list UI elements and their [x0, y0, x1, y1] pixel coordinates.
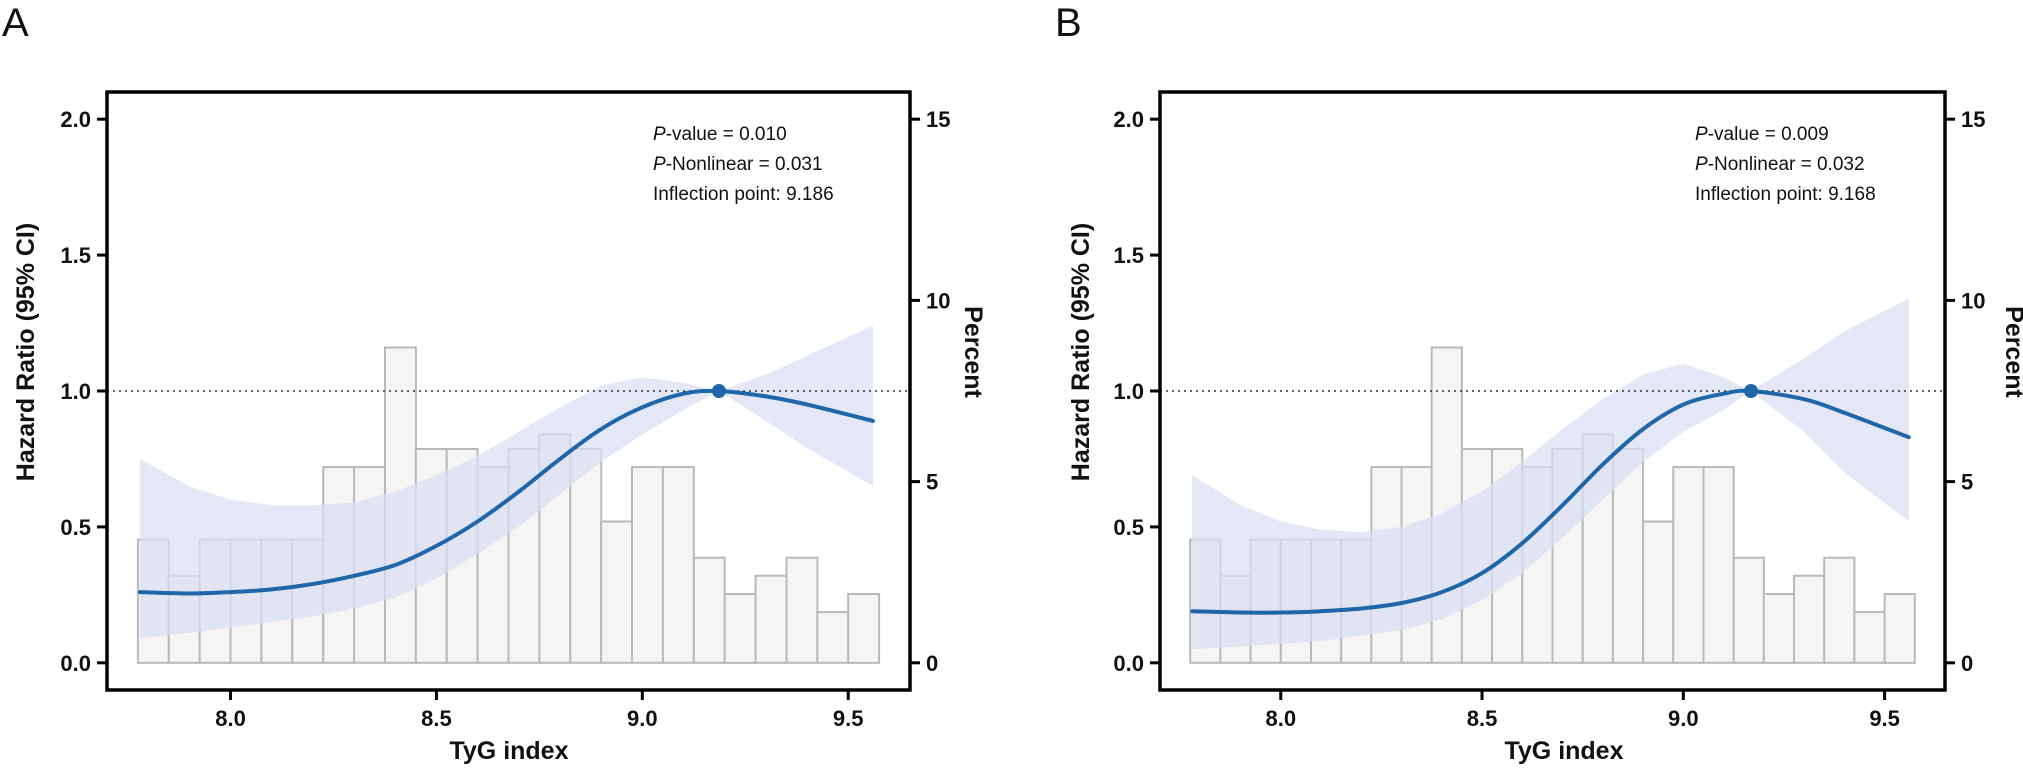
panel-a-hist-bar [631, 466, 664, 664]
panel-a-x-tick-label: 8.0 [215, 706, 246, 731]
panel-a-plot: 0.0 0.5 1.0 1.5 2.0 0 5 10 15 8.0 8.5 9.0 9.5 [60, 90, 950, 731]
panel-a-x-axis-title: TyG index [449, 737, 568, 765]
panel-a-letter: A [2, 1, 29, 45]
panel-b-y-tick-label: 2.0 [1113, 107, 1144, 132]
panel-a-hist-bar [692, 556, 726, 664]
panel-b-stat-pvalue: P-value = 0.009 [1695, 124, 1829, 145]
panel-b-y2-axis-title: Percent [2000, 306, 2023, 398]
panel-b-hist-bar [1883, 593, 1916, 664]
panel-b-hist-bar [1642, 520, 1675, 664]
panel-b-y2-tick-label: 0 [1961, 651, 1973, 676]
panel-a-hist-bar [661, 466, 695, 664]
panel-a-hist-bar [785, 556, 819, 664]
panel-a-y2-axis-title: Percent [959, 306, 987, 398]
panel-a-hist-bar [754, 574, 788, 664]
panel-a-x-tick-label: 9.0 [627, 706, 658, 731]
panel-a-hist-bar [847, 593, 881, 664]
panel-b-y-axis-title: Hazard Ratio (95% CI) [1067, 223, 1095, 481]
panel-b-ci-band [1192, 298, 1909, 650]
panel-b-hist-bar [1672, 466, 1705, 664]
panel-b-hist-bar [1732, 556, 1765, 664]
panel-b-hist-bar [1793, 574, 1826, 664]
panel-a-y2-tick-label: 15 [926, 107, 950, 132]
panel-b-y-tick-label: 1.5 [1113, 243, 1144, 268]
panel-a-y-tick-label: 1.5 [60, 243, 91, 268]
panel-b-letter: B [1055, 1, 1082, 45]
panel-b-hist-bar [1823, 556, 1856, 664]
panel-a: A Hazard Ratio (95% CI) Percent TyG inde… [2, 1, 987, 765]
panel-b-x-tick-label: 9.0 [1668, 706, 1699, 731]
panel-b-x-tick-label: 8.5 [1467, 706, 1498, 731]
panel-b-y-tick-label: 0.5 [1113, 515, 1144, 540]
panel-a-stat-pnonlinear: P-Nonlinear = 0.031 [653, 154, 823, 175]
panel-b-y2-tick-label: 10 [1961, 288, 1985, 313]
panel-b-y-tick-label: 0.0 [1113, 651, 1144, 676]
panel-a-inflection-point [711, 384, 726, 398]
panel-a-y-tick-label: 2.0 [60, 107, 91, 132]
panel-a-y-axis-title: Hazard Ratio (95% CI) [12, 223, 40, 481]
panel-a-stat-inflection: Inflection point: 9.186 [653, 184, 834, 205]
panel-b-y2-tick-label: 15 [1961, 107, 1985, 132]
panel-a-y2-tick-label: 10 [926, 288, 950, 313]
panel-a-stat-pvalue: P-value = 0.010 [653, 124, 787, 145]
panel-a-ci-band [139, 325, 873, 639]
panel-b-hist-bar [1853, 611, 1886, 664]
panel-b-stat-pnonlinear: P-Nonlinear = 0.032 [1695, 154, 1865, 175]
panel-a-hr-curve [137, 388, 875, 596]
panel-b-hr-curve [1190, 388, 1911, 615]
panel-a-y-tick-label: 0.0 [60, 651, 91, 676]
panel-b-x-tick-label: 9.5 [1869, 706, 1900, 731]
panel-b-y2-tick-label: 5 [1961, 470, 1973, 495]
panel-b: B Hazard Ratio (95% CI) Percent TyG inde… [1055, 1, 2023, 765]
panel-a-hist-bar [723, 593, 757, 664]
panel-a-x-tick-label: 9.5 [833, 706, 864, 731]
panel-b-plot: 0.0 0.5 1.0 1.5 2.0 0 5 10 15 8.0 8.5 9.0 9.5 [1113, 90, 1985, 731]
panel-b-x-tick-label: 8.0 [1265, 706, 1296, 731]
panel-b-x-axis-title: TyG index [1504, 737, 1623, 765]
panel-b-hist-bar [1702, 466, 1735, 664]
panel-a-hist-bar [569, 448, 603, 664]
panel-b-inflection-point [1743, 384, 1758, 398]
panel-b-hist-bar [1762, 593, 1796, 664]
panel-b-stat-inflection: Inflection point: 9.168 [1695, 184, 1876, 205]
panel-a-x-tick-label: 8.5 [421, 706, 452, 731]
panel-a-y-tick-label: 1.0 [60, 379, 91, 404]
panel-a-hist-bar [816, 611, 850, 664]
panel-a-y-tick-label: 0.5 [60, 515, 91, 540]
panel-a-y2-tick-label: 5 [926, 470, 938, 495]
panel-a-y2-tick-label: 0 [926, 651, 938, 676]
panel-a-hist-bar [600, 520, 634, 664]
panel-b-y-tick-label: 1.0 [1113, 379, 1144, 404]
